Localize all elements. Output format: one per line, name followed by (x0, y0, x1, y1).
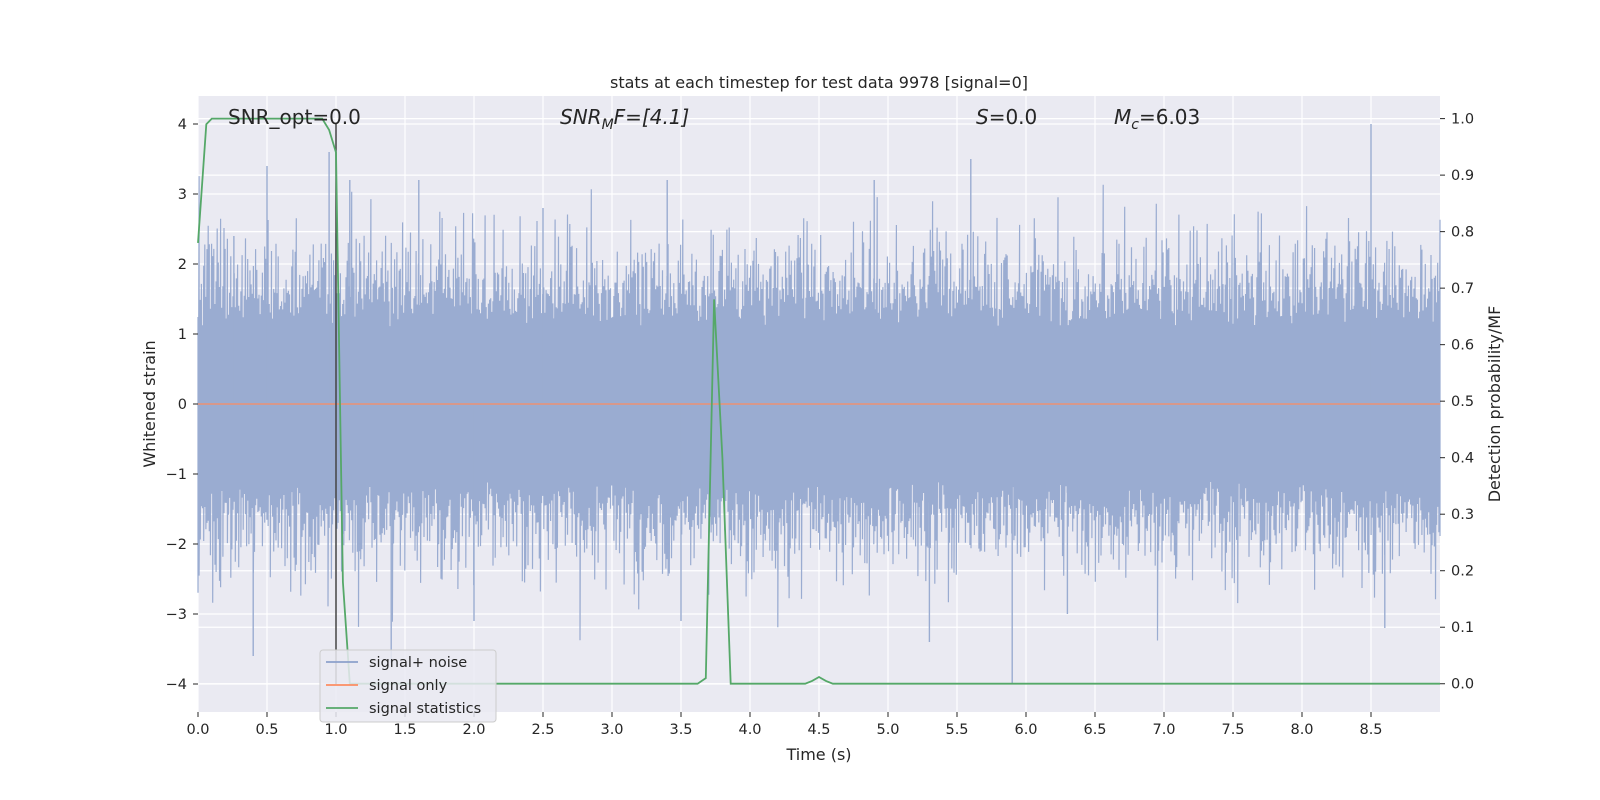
x-tick-label: 4.0 (738, 722, 761, 738)
x-tick-label: 8.0 (1290, 722, 1313, 738)
y-left-tick-label: 3 (178, 187, 187, 203)
x-tick-label: 2.0 (462, 722, 485, 738)
snr-mf-rest: F=[4.1] (614, 105, 690, 129)
legend: signal+ noise signal only signal statist… (319, 649, 497, 723)
y-right-tick-label: 0.5 (1451, 394, 1474, 410)
y-right-tick-label: 0.0 (1451, 677, 1474, 693)
y-right-tick-label: 1.0 (1451, 112, 1474, 128)
x-tick-label: 2.5 (531, 722, 554, 738)
x-tick-label: 3.5 (669, 722, 692, 738)
x-tick-label: 7.0 (1152, 722, 1175, 738)
x-tick-label: 0.0 (186, 722, 209, 738)
y-right-axis-ticks: 1.0 0.9 0.8 0.7 0.6 0.5 0.4 0.3 0.2 0.1 0.0 (1440, 112, 1474, 693)
x-tick-label: 6.5 (1083, 722, 1106, 738)
y-right-axis-label: Detection probability/MF (1485, 306, 1504, 503)
snr-mf-base: SNR (560, 105, 602, 129)
y-left-tick-label: −2 (166, 537, 187, 553)
y-right-tick-label: 0.1 (1451, 620, 1474, 636)
y-right-tick-label: 0.6 (1451, 338, 1474, 354)
x-axis-label: Time (s) (785, 745, 851, 764)
x-tick-label: 5.0 (876, 722, 899, 738)
snr-opt-annotation: SNR_opt=0.0 (228, 105, 361, 129)
s-value: =0.0 (989, 105, 1038, 129)
snr-mf-annotation: SNRMF=[4.1] (560, 105, 689, 133)
y-right-tick-label: 0.7 (1451, 281, 1474, 297)
y-left-tick-label: −1 (166, 467, 187, 483)
y-left-tick-label: −3 (166, 607, 187, 623)
x-tick-label: 1.0 (324, 722, 347, 738)
chart-title: stats at each timestep for test data 997… (610, 73, 1028, 92)
legend-label-noise: signal+ noise (369, 655, 467, 671)
x-tick-label: 3.0 (600, 722, 623, 738)
legend-label-stats: signal statistics (369, 701, 481, 717)
mc-base: M (1114, 105, 1131, 129)
x-tick-label: 1.5 (393, 722, 416, 738)
legend-label-signal: signal only (369, 678, 448, 694)
x-tick-label: 5.5 (945, 722, 968, 738)
legend-box (319, 649, 497, 723)
snr-mf-sub: M (602, 117, 614, 133)
y-right-tick-label: 0.3 (1451, 507, 1474, 523)
y-right-tick-label: 0.9 (1451, 168, 1474, 184)
x-tick-label: 7.5 (1221, 722, 1244, 738)
x-tick-label: 6.0 (1014, 722, 1037, 738)
y-left-tick-label: 2 (178, 257, 187, 273)
y-left-tick-label: −4 (166, 677, 187, 693)
noise-trace (197, 176, 1441, 641)
s-annotation: S=0.0 (976, 105, 1037, 129)
signal-statistics-line (197, 117, 1440, 685)
noise-series (197, 124, 1441, 684)
s-label: S (976, 105, 989, 129)
mc-annotation: Mc=6.03 (1114, 105, 1200, 133)
x-tick-label: 0.5 (255, 722, 278, 738)
x-axis-ticks: 0.0 0.5 1.0 1.5 2.0 2.5 3.0 3.5 4.0 4.5 5.0 5.5 6.0 6… (186, 712, 1383, 738)
y-right-tick-label: 0.8 (1451, 225, 1474, 241)
y-left-axis-ticks: 4 3 2 1 0 −1 −2 −3 −4 (166, 117, 198, 693)
x-tick-label: 8.5 (1359, 722, 1382, 738)
y-left-tick-label: 1 (178, 327, 187, 343)
y-right-tick-label: 0.4 (1451, 451, 1474, 467)
mc-value: =6.03 (1139, 105, 1200, 129)
x-tick-label: 4.5 (807, 722, 830, 738)
y-left-tick-label: 0 (178, 397, 187, 413)
y-left-axis-label: Whitened strain (140, 340, 159, 467)
y-right-tick-label: 0.2 (1451, 564, 1474, 580)
y-left-tick-label: 4 (178, 117, 187, 133)
mc-sub: c (1131, 117, 1139, 133)
